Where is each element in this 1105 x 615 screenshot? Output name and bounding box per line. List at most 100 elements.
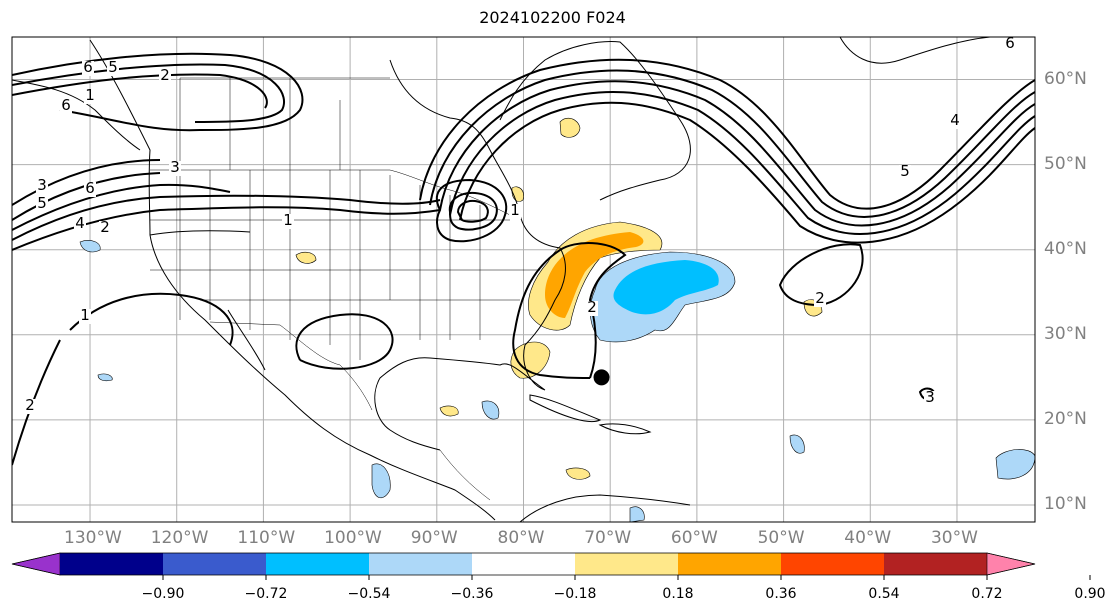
positive-anomaly-gulf — [439, 405, 459, 417]
contour-label-bg — [159, 69, 171, 84]
contour-label: 2 — [587, 298, 597, 316]
storm-center-marker — [593, 369, 610, 386]
state-lines — [150, 170, 540, 360]
contour-label: 1 — [283, 211, 293, 229]
contour-label: 6 — [61, 96, 71, 114]
contour-band-west — [12, 52, 304, 132]
contour-label: 3 — [37, 176, 47, 194]
contour-label: 5 — [37, 194, 47, 212]
contour-label-bg — [74, 217, 86, 232]
canada-provinces — [179, 77, 390, 170]
colorbar-tick-label: 0.72 — [971, 586, 1003, 602]
contour-atlantic-cutoff — [778, 243, 864, 307]
hispaniola — [598, 423, 652, 435]
coastlines — [12, 37, 991, 522]
latitude-label: 60°N — [1044, 68, 1087, 89]
contour-label: 1 — [85, 86, 95, 104]
colorbar-segment — [266, 553, 370, 575]
contour-label-bg — [899, 165, 911, 180]
contour-storm — [512, 242, 627, 379]
colorbar-tick-label: −0.36 — [450, 586, 494, 602]
contour-label-bg — [82, 61, 94, 76]
longitude-label: 90°W — [410, 528, 458, 548]
contour-southwest — [69, 292, 234, 346]
colorbar-segment — [60, 553, 164, 575]
canada-east-coast — [499, 41, 691, 201]
contour-label: 3 — [170, 158, 180, 176]
longitude-label: 30°W — [930, 528, 978, 548]
longitude-label: 100°W — [324, 528, 382, 548]
colorbar-extend-high — [986, 552, 1036, 576]
contour-label: 6 — [85, 179, 95, 197]
negative-anomaly-pacific-mexico — [371, 463, 391, 498]
negative-anomaly-pacific-nw — [79, 240, 101, 253]
latitude-label: 20°N — [1044, 408, 1087, 429]
map-title: 2024102200 F024 — [479, 8, 626, 27]
contour-label: 2 — [815, 289, 825, 307]
colorbar-tick-label: 0.18 — [662, 586, 694, 602]
longitude-label: 110°W — [237, 528, 296, 548]
contour-label-bg — [99, 221, 111, 236]
colorbar-tick-label: −0.90 — [141, 586, 185, 602]
colorbar-segment — [575, 553, 679, 575]
contour-label-bg — [924, 391, 936, 406]
contour-band-west-3 — [12, 73, 268, 109]
contour-label: 2 — [25, 396, 35, 414]
contour-label: 4 — [950, 111, 960, 129]
latitude-label: 50°N — [1044, 153, 1087, 174]
contour-ridge-2 — [429, 69, 1035, 218]
contour-label-bg — [1004, 37, 1016, 52]
colorbar-tick-label: 0.90 — [1074, 586, 1105, 602]
negative-anomaly-bahamas — [481, 400, 500, 420]
us-canada-border — [150, 169, 511, 216]
longitude-label: 70°W — [584, 528, 632, 548]
borders — [150, 77, 540, 501]
contour-ridge-4 — [449, 91, 1035, 235]
greenland-coast — [839, 37, 991, 64]
colorbar-segment — [781, 553, 885, 575]
strong-negative-anomaly-atlantic — [613, 260, 719, 315]
colorbar-segment — [884, 553, 988, 575]
contour-label-bg — [586, 301, 598, 316]
colorbar-segment — [163, 553, 267, 575]
contour-label-bg — [949, 114, 961, 129]
contour-label: 4 — [75, 214, 85, 232]
contour-label: 6 — [1005, 34, 1015, 52]
colorbar-extend-low — [11, 552, 61, 576]
contour-label: 2 — [160, 66, 170, 84]
longitude-label: 120°W — [150, 528, 209, 548]
contour-label-bg — [107, 61, 119, 76]
longitude-label: 60°W — [670, 528, 718, 548]
contour-label-bg — [169, 161, 181, 176]
colorbar-tick-label: 0.36 — [765, 586, 797, 602]
contour-label-bg — [36, 197, 48, 212]
contour-gulf — [295, 313, 394, 370]
colorbar-segment — [678, 553, 782, 575]
contour-label-bg — [84, 182, 96, 197]
contour-label-bg — [24, 399, 36, 414]
contour-pacific-nw-5 — [12, 159, 161, 206]
negative-anomaly-mid-atlantic — [789, 434, 805, 454]
contour-label-bg — [79, 309, 91, 324]
south-america-coast — [519, 494, 691, 522]
contour-label: 5 — [900, 162, 910, 180]
negative-anomaly-south-caribbean — [629, 506, 645, 522]
contour-label-bg — [36, 179, 48, 194]
cuba — [529, 394, 602, 423]
positive-anomaly-caribbean — [565, 467, 591, 480]
contour-label: 5 — [108, 58, 118, 76]
central-america — [439, 449, 491, 501]
contour-label-bg — [282, 214, 294, 229]
colorbar-tick-label: −0.54 — [347, 586, 391, 602]
contour-pacific-nw-2 — [12, 194, 441, 241]
contour-pacific-nw-3 — [12, 183, 231, 231]
contour-low-2 — [448, 191, 498, 231]
contour-ridge-5 — [459, 101, 1035, 244]
contour-label-bg — [814, 292, 826, 307]
contour-label: 6 — [83, 58, 93, 76]
colorbar — [11, 552, 1091, 580]
contours — [12, 52, 1035, 466]
colorbar-tick-label: 0.54 — [868, 586, 900, 602]
